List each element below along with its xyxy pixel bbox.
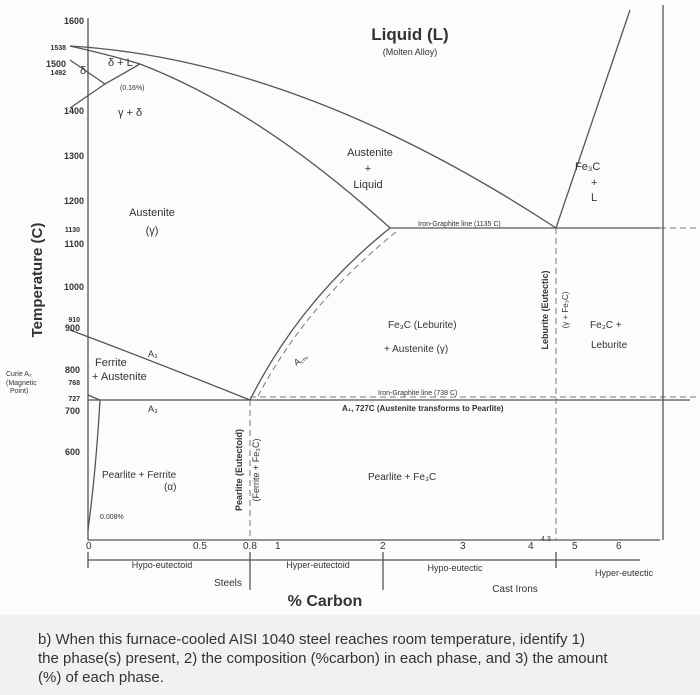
- region-label: δ: [80, 65, 86, 77]
- x-tick-label: 4.3: [541, 536, 551, 543]
- y-axis-label: Temperature (C): [29, 223, 46, 338]
- question-text: b) When this furnace-cooled AISI 1040 st…: [38, 631, 585, 648]
- y-tick-label: 1492: [50, 70, 66, 77]
- question-text: the phase(s) present, 2) the composition…: [38, 650, 608, 667]
- region-label: Pearlite + Fe₃C: [368, 472, 436, 483]
- x-tick-label: 5: [572, 541, 578, 552]
- region-label: 0.008%: [100, 514, 124, 521]
- line-label: A₃: [148, 404, 158, 414]
- y-tick-label: 1000: [64, 282, 84, 292]
- range-label: Hypo-eutectoid: [132, 560, 193, 570]
- region-label: Leburite (Eutectic): [540, 270, 550, 349]
- range-label: Steels: [214, 578, 242, 589]
- region-label: (0.16%): [120, 85, 145, 92]
- y-tick-label: 1200: [64, 196, 84, 206]
- region-label: Fe₃C (Leburite): [388, 320, 457, 331]
- region-label: (Ferrite + Fe₃C): [251, 439, 261, 502]
- region-label: Austenite: [347, 147, 393, 159]
- range-label: Hypo-eutectic: [427, 563, 483, 573]
- y-tick-label: 1500: [46, 59, 66, 69]
- region-label: γ + δ: [118, 107, 142, 119]
- y-tick-label: 900: [65, 323, 80, 333]
- y-tick-label: 727: [68, 396, 80, 403]
- y-tick-label: 1600: [64, 16, 84, 26]
- line-label: A₁, 727C (Austenite transforms to Pearli…: [342, 404, 504, 413]
- y-tick-label: 700: [65, 406, 80, 416]
- x-axis-label: % Carbon: [288, 593, 363, 610]
- line-label: Iron-Graphite line (738 C): [378, 390, 457, 397]
- line-label: Iron-Graphite line (1135 C): [418, 221, 501, 228]
- line-label: A₃: [148, 349, 158, 359]
- y-tick-label: 600: [65, 447, 80, 457]
- x-tick-label: 1: [275, 541, 281, 552]
- region-label: (α): [164, 482, 176, 493]
- region-label: Leburite: [591, 340, 628, 351]
- region-label: Ferrite: [95, 357, 127, 369]
- region-label: (γ + Fe₃C): [561, 291, 570, 328]
- y-tick-label: 1130: [65, 227, 80, 234]
- y-tick-label: 768: [68, 380, 80, 387]
- phase-lines: [69, 5, 700, 590]
- range-label: Hyper-eutectic: [595, 568, 654, 578]
- region-label: + Austenite (γ): [384, 344, 448, 355]
- x-tick-label: 3: [460, 541, 466, 552]
- region-label: Fe₃C +: [590, 320, 622, 331]
- region-label: +: [365, 163, 371, 175]
- y-tick-label: 1400: [64, 106, 84, 116]
- region-label: + Austenite: [92, 371, 147, 383]
- y-tick-label: 800: [65, 365, 80, 375]
- range-label: Hyper-eutectoid: [286, 560, 350, 570]
- x-tick-label: 4: [528, 541, 534, 552]
- question-text: (%) of each phase.: [38, 669, 164, 686]
- y-tick-label: 1538: [50, 45, 66, 52]
- x-tick-label: 0.8: [243, 541, 257, 552]
- region-label: Pearlite (Eutectoid): [234, 429, 244, 511]
- range-label: Cast Irons: [492, 584, 538, 595]
- region-label: Liquid (L): [371, 25, 448, 44]
- region-label: (Molten Alloy): [383, 47, 438, 57]
- region-label: Austenite: [129, 207, 175, 219]
- region-label: δ + L: [108, 57, 133, 69]
- x-tick-label: 0.5: [193, 541, 207, 552]
- curie-label: Point): [10, 388, 28, 395]
- x-tick-label: 2: [380, 541, 386, 552]
- y-tick-label: 910: [68, 317, 80, 324]
- region-label: Pearlite + Ferrite: [102, 470, 177, 481]
- y-tick-label: 1300: [64, 151, 84, 161]
- x-tick-label: 6: [616, 541, 622, 552]
- region-label: L: [591, 192, 597, 204]
- region-label: +: [591, 177, 597, 189]
- region-label: Liquid: [353, 179, 382, 191]
- curie-label: (Magnetic: [6, 380, 37, 387]
- region-label: Fe₃C: [575, 161, 600, 173]
- x-tick-label: 0: [86, 541, 92, 552]
- diagram-area: [0, 0, 700, 615]
- y-tick-label: 1100: [64, 239, 84, 249]
- region-label: (γ): [146, 225, 159, 237]
- curie-label: Curie A₂: [6, 371, 32, 378]
